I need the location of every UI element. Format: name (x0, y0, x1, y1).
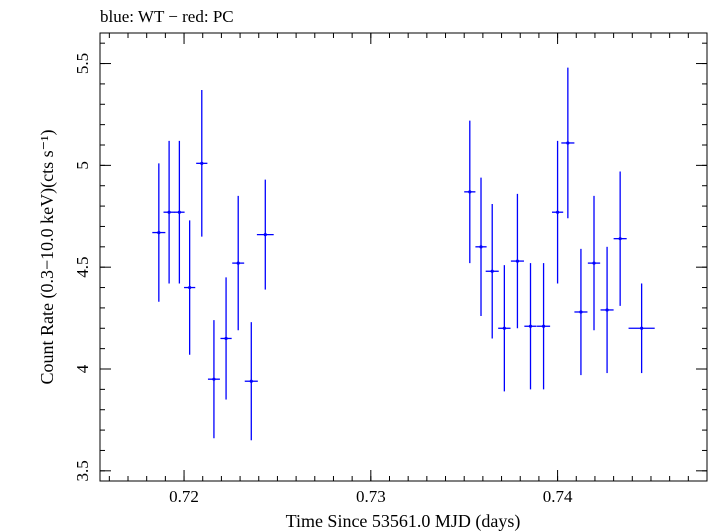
point-marker (236, 261, 240, 265)
data-point (574, 248, 588, 376)
axis-ticks (100, 33, 708, 481)
plot-frame (99, 32, 708, 482)
data-point (475, 177, 487, 317)
point-marker (592, 261, 596, 265)
point-marker (167, 210, 171, 214)
point-marker (528, 324, 533, 328)
point-marker (224, 336, 228, 341)
point-marker (566, 141, 570, 145)
point-marker (618, 237, 622, 241)
y-tick-label: 5 (73, 161, 92, 170)
data-point (174, 140, 185, 284)
data-point (600, 246, 614, 374)
data-point (561, 67, 575, 219)
y-tick-label: 4.5 (73, 257, 92, 278)
data-point (524, 263, 537, 390)
point-marker (502, 326, 506, 330)
point-marker (640, 326, 644, 330)
point-marker (188, 285, 192, 290)
point-marker (200, 161, 204, 165)
data-point (485, 204, 499, 339)
data-point (628, 283, 655, 374)
point-marker (555, 210, 560, 214)
point-marker (515, 259, 520, 263)
data-point (587, 195, 601, 331)
y-tick-label: 5.5 (73, 53, 92, 74)
chart-title: blue: WT − red: PC (100, 7, 234, 26)
x-tick-label: 0.74 (543, 487, 573, 506)
point-marker (605, 308, 609, 312)
data-point (220, 277, 232, 400)
data-point (244, 322, 258, 441)
x-tick-label: 0.73 (356, 487, 386, 506)
data-point (152, 163, 166, 302)
point-marker (177, 210, 181, 214)
data-points (152, 67, 655, 441)
x-tick-label: 0.72 (169, 487, 199, 506)
point-marker (249, 379, 253, 383)
y-tick-label: 4 (73, 364, 92, 373)
x-axis-label: Time Since 53561.0 MJD (days) (286, 511, 521, 532)
y-tick-label: 3.5 (73, 460, 92, 481)
point-marker (157, 230, 161, 235)
data-point (613, 171, 627, 306)
data-point (510, 193, 524, 329)
point-marker (579, 310, 583, 314)
point-marker (212, 377, 216, 381)
point-marker (479, 245, 483, 249)
axis-tick-labels: 0.72 0.73 0.74 3.5 4 4.5 5 5.5 (73, 53, 573, 506)
point-marker (490, 269, 494, 273)
data-point (498, 265, 511, 392)
data-point (256, 179, 274, 290)
data-point (196, 90, 208, 237)
y-axis-label: Count Rate (0.3−10.0 keV)(cts s⁻¹) (37, 129, 58, 384)
data-point (551, 140, 564, 284)
data-point (207, 320, 220, 439)
point-marker (263, 233, 267, 237)
point-marker (541, 324, 546, 328)
data-point (163, 140, 175, 284)
data-point (184, 220, 196, 355)
data-point (464, 120, 476, 264)
data-point (537, 263, 551, 390)
point-marker (468, 190, 472, 194)
data-point (232, 195, 245, 331)
